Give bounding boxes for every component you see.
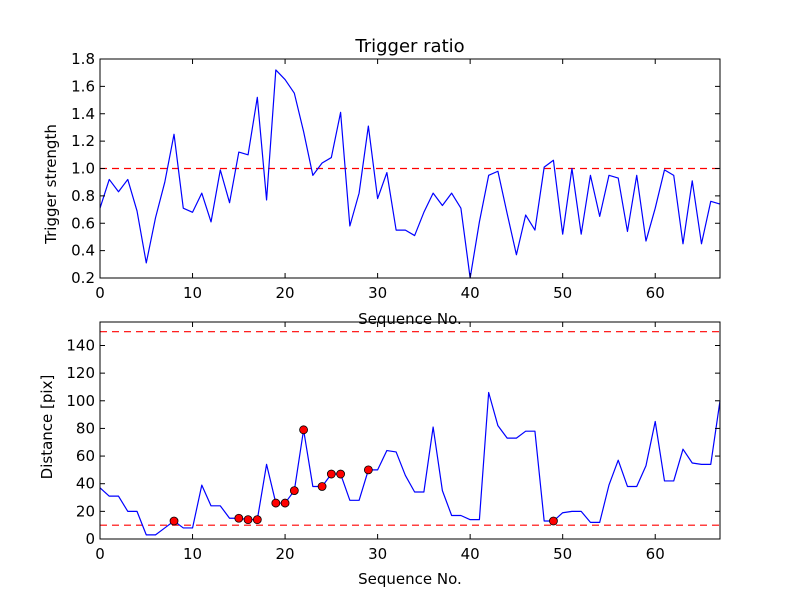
bottom-marker-point — [289, 486, 299, 496]
bottom-marker-point — [234, 513, 244, 523]
bottom-y-tick-label: 80 — [76, 419, 95, 437]
top-y-tick-label: 1.8 — [71, 50, 95, 68]
distance-panel: Distance [pix] Sequence No. 0 10 20 30 40 50 6… — [38, 321, 721, 588]
bottom-x-tick-label: 40 — [461, 545, 480, 563]
bottom-y-tick-label: 60 — [76, 447, 95, 465]
top-y-tick-label: 0.6 — [71, 214, 95, 232]
bottom-y-tick-label: 0 — [85, 530, 95, 548]
bottom-x-tick-label: 60 — [646, 545, 665, 563]
top-x-tick-label: 50 — [553, 284, 572, 302]
bottom-y-axis-label: Distance [pix] — [38, 375, 56, 480]
bottom-marker-point — [549, 516, 558, 526]
bottom-x-axis-label: Sequence No. — [358, 570, 462, 588]
bottom-y-tick-label: 40 — [76, 475, 95, 493]
bottom-marker-point — [363, 465, 373, 475]
bottom-x-tick-label: 10 — [183, 545, 202, 563]
top-y-tick-label: 0.8 — [71, 187, 95, 205]
top-y-tick-label: 1.0 — [71, 160, 95, 178]
top-y-tick-label: 1.6 — [71, 77, 95, 95]
top-y-tick-label: 0.2 — [71, 269, 95, 287]
top-x-tick-label: 30 — [368, 284, 387, 302]
bottom-y-tick-label: 140 — [66, 336, 95, 354]
bottom-marker-point — [326, 469, 336, 479]
bottom-x-tick-label: 30 — [368, 545, 387, 563]
bottom-marker-point — [252, 515, 262, 525]
top-y-tick-label: 0.4 — [71, 242, 95, 260]
top-y-tick-label: 1.4 — [71, 105, 95, 123]
bottom-x-tick-label: 50 — [553, 545, 572, 563]
bottom-x-tick-label: 0 — [95, 545, 105, 563]
top-x-axis-label: Sequence No. — [358, 310, 462, 328]
top-x-tick-label: 20 — [276, 284, 295, 302]
bottom-axes-frame — [99, 321, 721, 540]
bottom-y-tick-label: 20 — [76, 502, 95, 520]
top-x-tick-label: 10 — [183, 284, 202, 302]
top-x-tick-label: 40 — [461, 284, 480, 302]
top-x-tick-label: 60 — [646, 284, 665, 302]
top-y-tick-label: 1.2 — [71, 132, 95, 150]
top-series-line — [99, 69, 721, 279]
bottom-marker-point — [317, 482, 327, 491]
trigger-ratio-panel: Trigger ratio Trigger strength Sequence … — [42, 36, 721, 328]
bottom-marker-point — [336, 469, 345, 479]
bottom-marker-point — [299, 425, 308, 435]
bottom-y-tick-label: 120 — [66, 364, 95, 382]
bottom-series-line — [99, 391, 721, 536]
trigger-ratio-title: Trigger ratio — [354, 36, 464, 57]
bottom-marker-point — [271, 498, 281, 508]
bottom-x-tick-label: 20 — [276, 545, 295, 563]
top-x-tick-label: 0 — [95, 284, 105, 302]
bottom-marker-point — [280, 498, 290, 508]
bottom-marker-point — [243, 515, 253, 525]
top-y-axis-label: Trigger strength — [42, 124, 60, 245]
bottom-marker-point — [169, 516, 179, 526]
bottom-y-tick-label: 100 — [66, 392, 95, 410]
